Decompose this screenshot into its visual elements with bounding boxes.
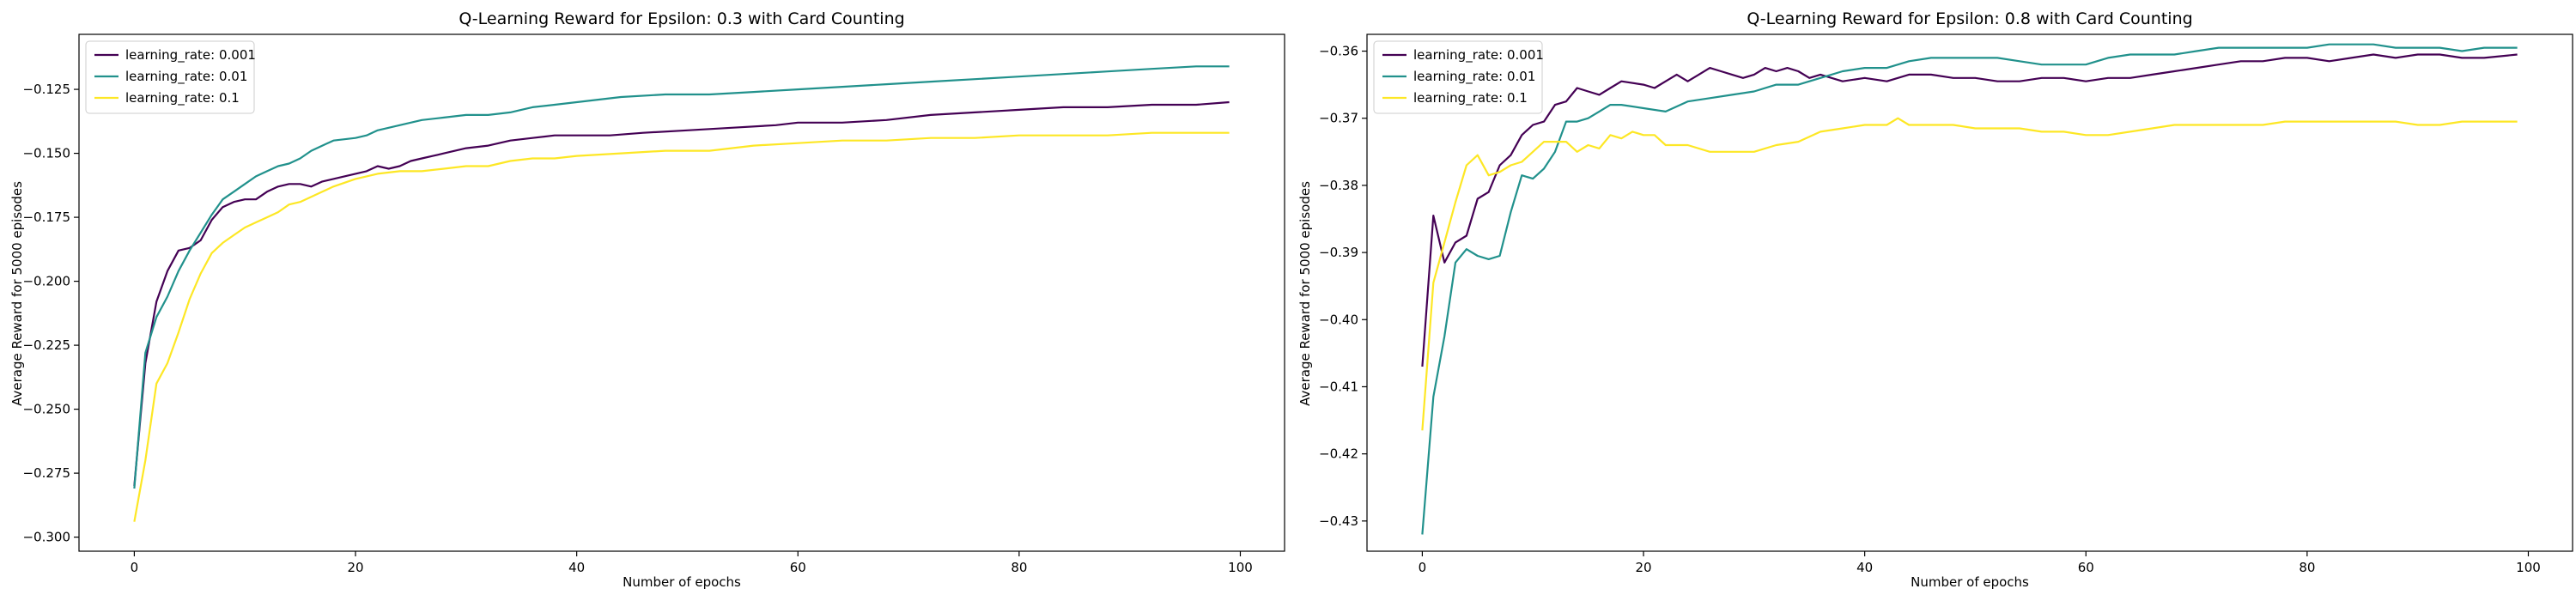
y-tick-label: −0.275 — [22, 465, 70, 481]
y-tick-label: −0.300 — [22, 530, 70, 545]
chart-title: Q-Learning Reward for Epsilon: 0.8 with … — [1747, 9, 2192, 28]
y-tick-label: −0.200 — [22, 274, 70, 289]
y-tick-label: −0.175 — [22, 209, 70, 225]
x-tick-label: 20 — [347, 560, 363, 575]
x-tick-label: 60 — [790, 560, 806, 575]
y-axis-label: Average Reward for 5000 episodes — [9, 181, 25, 406]
chart-epsilon-0-8: Q-Learning Reward for Epsilon: 0.8 with … — [1297, 9, 2573, 590]
y-tick-label: −0.40 — [1319, 312, 1358, 327]
x-tick-label: 100 — [1228, 560, 1253, 575]
y-tick-label: −0.38 — [1319, 178, 1358, 193]
series-line-0 — [133, 100, 1230, 487]
series-line-2 — [1421, 117, 2518, 431]
legend-label: learning_rate: 0.1 — [125, 90, 240, 106]
x-tick-label: 80 — [2299, 560, 2315, 575]
plot-frame — [78, 33, 1285, 552]
x-tick-label: 40 — [1856, 560, 1873, 575]
legend: learning_rate: 0.001 learning_rate: 0.01 l… — [1373, 40, 1544, 114]
y-tick-label: −0.39 — [1319, 245, 1358, 260]
legend: learning_rate: 0.001 learning_rate: 0.01 l… — [85, 40, 256, 114]
legend-label: learning_rate: 0.001 — [1413, 47, 1544, 64]
series-line-1 — [133, 65, 1230, 489]
plot-frame — [1366, 33, 2573, 552]
chart-title: Q-Learning Reward for Epsilon: 0.3 with … — [459, 9, 904, 28]
y-tick-label: −0.225 — [22, 337, 70, 353]
legend-box — [85, 40, 255, 114]
x-axis-label: Number of epochs — [1911, 574, 2029, 590]
legend-box — [1373, 40, 1543, 114]
x-tick-label: 60 — [2078, 560, 2094, 575]
y-tick-label: −0.125 — [22, 82, 70, 97]
legend-label: learning_rate: 0.01 — [1413, 69, 1535, 85]
series-line-0 — [1421, 53, 2518, 367]
y-tick-label: −0.42 — [1319, 446, 1358, 462]
y-tick-label: −0.150 — [22, 146, 70, 161]
y-tick-label: −0.41 — [1319, 379, 1358, 394]
x-axis-label: Number of epochs — [623, 574, 741, 590]
series-line-2 — [133, 131, 1230, 522]
chart-epsilon-0-3: Q-Learning Reward for Epsilon: 0.3 with … — [9, 9, 1285, 590]
x-tick-label: 0 — [131, 560, 139, 575]
x-tick-label: 80 — [1011, 560, 1027, 575]
x-tick-label: 40 — [568, 560, 585, 575]
y-tick-label: −0.37 — [1319, 111, 1358, 126]
x-tick-label: 100 — [2516, 560, 2541, 575]
legend-label: learning_rate: 0.01 — [125, 69, 247, 85]
y-axis-label: Average Reward for 5000 episodes — [1297, 181, 1313, 406]
x-tick-label: 20 — [1635, 560, 1651, 575]
y-tick-label: −0.36 — [1319, 44, 1358, 59]
legend-label: learning_rate: 0.001 — [125, 47, 256, 64]
x-tick-label: 0 — [1419, 560, 1427, 575]
legend-label: learning_rate: 0.1 — [1413, 90, 1528, 106]
y-tick-label: −0.43 — [1319, 513, 1358, 529]
y-tick-label: −0.250 — [22, 402, 70, 417]
series-line-1 — [1421, 43, 2518, 535]
